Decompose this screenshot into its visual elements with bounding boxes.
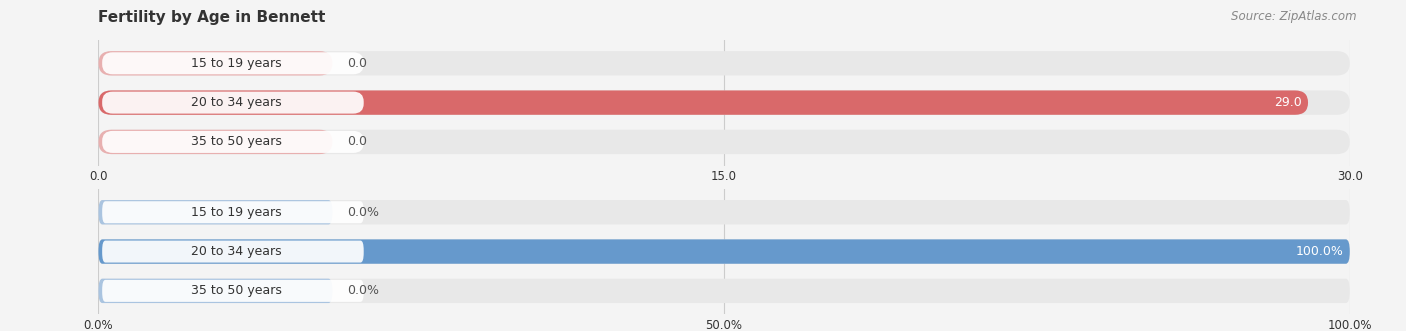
FancyBboxPatch shape (103, 52, 364, 74)
Text: 29.0: 29.0 (1274, 96, 1302, 109)
FancyBboxPatch shape (103, 131, 364, 153)
Text: 15 to 19 years: 15 to 19 years (191, 206, 281, 219)
FancyBboxPatch shape (98, 200, 332, 224)
FancyBboxPatch shape (98, 239, 1350, 264)
Text: 0.0%: 0.0% (347, 284, 380, 297)
Text: 35 to 50 years: 35 to 50 years (191, 284, 281, 297)
FancyBboxPatch shape (98, 130, 332, 154)
Text: 0.0%: 0.0% (347, 206, 380, 219)
FancyBboxPatch shape (103, 241, 364, 262)
FancyBboxPatch shape (98, 200, 1350, 224)
FancyBboxPatch shape (98, 130, 1350, 154)
Text: Source: ZipAtlas.com: Source: ZipAtlas.com (1232, 10, 1357, 23)
Text: 0.0: 0.0 (347, 135, 367, 148)
FancyBboxPatch shape (98, 239, 1350, 264)
Text: 20 to 34 years: 20 to 34 years (191, 96, 281, 109)
FancyBboxPatch shape (98, 279, 332, 303)
FancyBboxPatch shape (98, 90, 1350, 115)
Text: Fertility by Age in Bennett: Fertility by Age in Bennett (98, 10, 326, 25)
Text: 100.0%: 100.0% (1295, 245, 1344, 258)
Text: 0.0: 0.0 (347, 57, 367, 70)
FancyBboxPatch shape (103, 92, 364, 114)
FancyBboxPatch shape (103, 280, 364, 302)
Text: 15 to 19 years: 15 to 19 years (191, 57, 281, 70)
FancyBboxPatch shape (98, 51, 1350, 75)
Text: 35 to 50 years: 35 to 50 years (191, 135, 281, 148)
Text: 20 to 34 years: 20 to 34 years (191, 245, 281, 258)
FancyBboxPatch shape (98, 90, 1308, 115)
FancyBboxPatch shape (103, 201, 364, 223)
FancyBboxPatch shape (98, 279, 1350, 303)
FancyBboxPatch shape (98, 51, 332, 75)
